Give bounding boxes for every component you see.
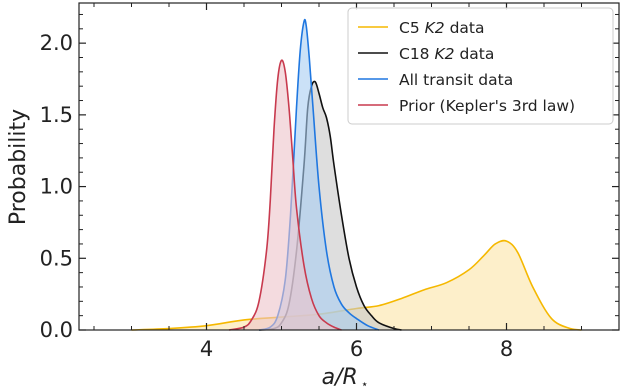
y-tick-label: 0.0 [40,318,73,342]
x-tick-label: 6 [350,337,363,361]
series-line-c5-k2-data [131,239,582,331]
ticks-layer: 4 6 8 0.0 0.5 1.0 1.5 2.0 [40,3,620,361]
series-area-c5-k2-data [131,240,582,330]
legend-entry: All transit data [399,71,513,89]
x-tick-label: 4 [200,337,213,361]
axes-frame [78,2,620,331]
legend-entry: C5 K2 data [399,19,485,37]
y-tick-label: 1.0 [40,175,73,199]
y-axis-label: Probability [6,109,31,225]
y-tick-label: 2.0 [40,31,73,55]
legend-entry: C18 K2 data [399,45,494,63]
series-area-prior-kepler-s-3rd-law [229,60,342,330]
y-tick-label: 0.5 [40,246,73,270]
legend-box [347,7,614,125]
x-tick-label: 8 [500,337,513,361]
series-line-prior-kepler-s-3rd-law [228,59,342,331]
series-layer [131,18,582,331]
legend: C5 K2 data C18 K2 data All transit data Pri… [347,7,614,125]
legend-entry: Prior (Kepler's 3rd law) [399,97,575,115]
axes-layer [78,2,620,331]
x-axis-label: a/R ⋆ [322,365,369,391]
y-tick-label: 1.5 [40,103,73,127]
